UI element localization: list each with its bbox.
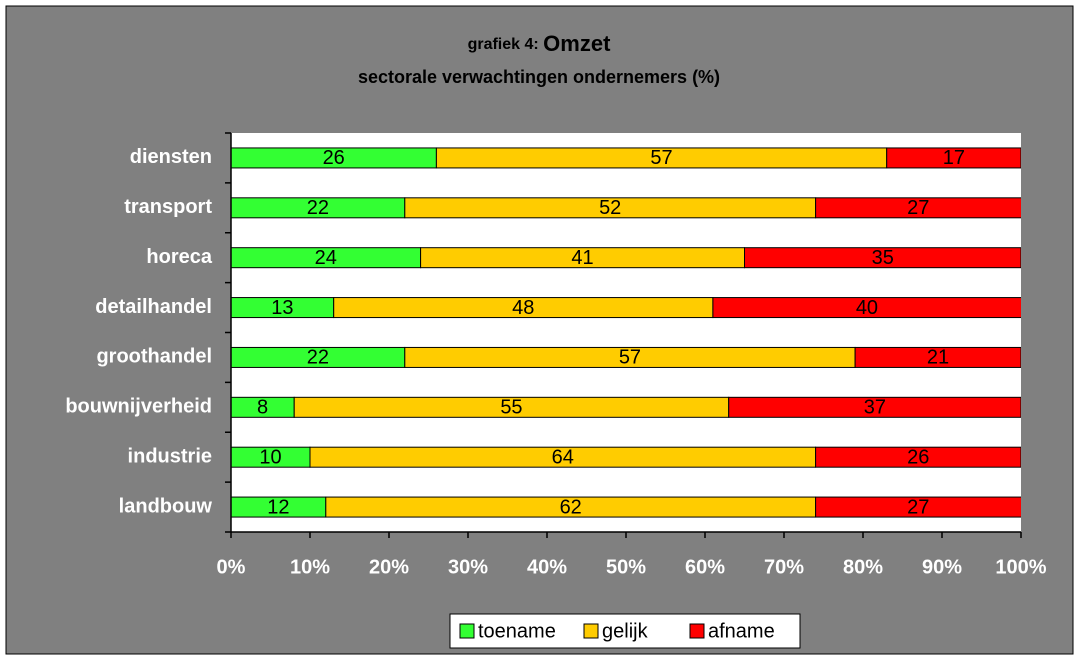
data-label: 24 xyxy=(315,247,337,269)
x-tick-label: 30% xyxy=(448,556,488,578)
data-label: 62 xyxy=(560,496,582,518)
data-label: 52 xyxy=(599,197,621,219)
chart-title: grafiek 4: Omzet xyxy=(468,31,612,56)
data-label: 26 xyxy=(907,446,929,468)
x-tick-label: 60% xyxy=(685,556,725,578)
data-label: 17 xyxy=(943,147,965,169)
bar-segment xyxy=(744,247,1021,269)
chart-subtitle: sectorale verwachtingen ondernemers (%) xyxy=(358,67,720,87)
x-tick-label: 20% xyxy=(369,556,409,578)
plot-area xyxy=(231,133,1021,532)
legend-label: gelijk xyxy=(602,620,649,642)
data-label: 22 xyxy=(307,347,329,369)
x-tick-label: 80% xyxy=(843,556,883,578)
title-label: grafiek 4: xyxy=(468,36,539,53)
legend-label: afname xyxy=(708,620,775,642)
bar-segment xyxy=(815,446,1021,468)
data-label: 22 xyxy=(307,197,329,219)
data-label: 41 xyxy=(571,247,593,269)
data-label: 35 xyxy=(872,247,894,269)
data-label: 8 xyxy=(257,397,268,419)
legend-swatch xyxy=(459,623,475,639)
data-label: 57 xyxy=(619,347,641,369)
data-label: 27 xyxy=(907,197,929,219)
y-tick-label: horeca xyxy=(146,246,212,268)
y-tick-label: bouwnijverheid xyxy=(65,396,212,418)
legend-swatch xyxy=(583,623,599,639)
bar-segment xyxy=(886,147,1021,169)
y-tick-label: diensten xyxy=(130,146,212,168)
x-tick-label: 0% xyxy=(217,556,246,578)
legend-swatch xyxy=(689,623,705,639)
data-label: 10 xyxy=(259,446,281,468)
title-main: Omzet xyxy=(543,31,611,56)
bars xyxy=(231,147,1021,518)
data-label: 48 xyxy=(512,297,534,319)
data-label: 12 xyxy=(267,496,289,518)
x-tick-label: 70% xyxy=(764,556,804,578)
x-tick-label: 100% xyxy=(995,556,1046,578)
data-label: 57 xyxy=(650,147,672,169)
data-label: 40 xyxy=(856,297,878,319)
bar-segment xyxy=(815,197,1021,219)
legend-label: toename xyxy=(478,620,556,642)
bar-segment xyxy=(712,297,1021,319)
data-label: 27 xyxy=(907,496,929,518)
x-tick-label: 10% xyxy=(290,556,330,578)
bar-segment xyxy=(815,496,1021,518)
bar-segment xyxy=(728,396,1021,418)
data-label: 64 xyxy=(552,446,574,468)
bar-segment xyxy=(854,346,1021,368)
y-tick-label: transport xyxy=(124,196,212,218)
data-label: 26 xyxy=(323,147,345,169)
x-tick-label: 40% xyxy=(527,556,567,578)
y-tick-label: landbouw xyxy=(119,495,213,517)
y-tick-label: groothandel xyxy=(96,346,212,368)
x-tick-label: 50% xyxy=(606,556,646,578)
legend xyxy=(449,613,801,649)
data-label: 55 xyxy=(500,397,522,419)
y-tick-label: detailhandel xyxy=(95,296,212,318)
x-tick-label: 90% xyxy=(922,556,962,578)
data-label: 37 xyxy=(864,397,886,419)
y-tick-label: industrie xyxy=(128,445,212,467)
data-label: 13 xyxy=(271,297,293,319)
data-label: 21 xyxy=(927,347,949,369)
